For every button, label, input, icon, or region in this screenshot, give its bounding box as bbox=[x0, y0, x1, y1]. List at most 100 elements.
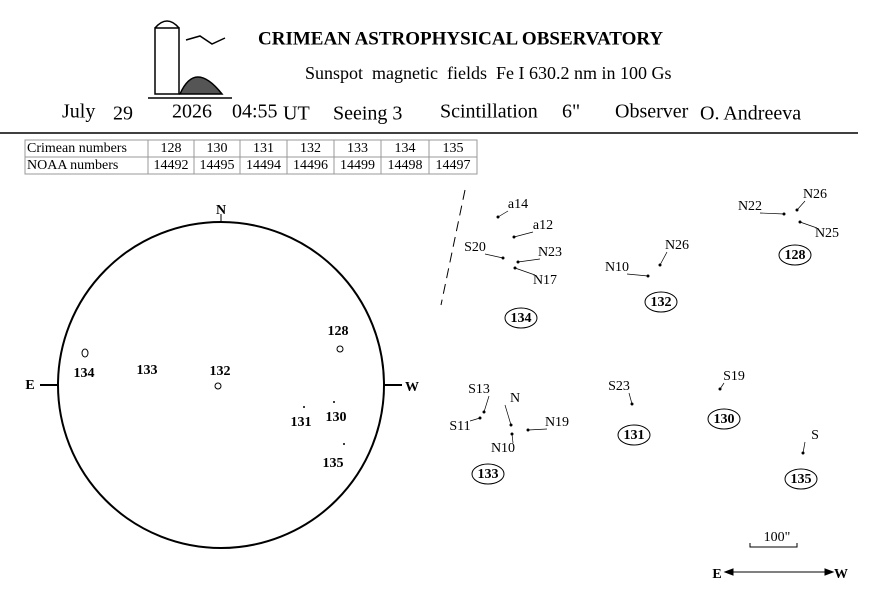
panels: 134 a14 a12 S20 N23 N17 132 N26 N10 128 N22 N26 N25 1… bbox=[449, 187, 839, 490]
observer: O. Andreeva bbox=[700, 103, 801, 125]
table-text: 132 bbox=[300, 141, 321, 156]
spot-label: N17 bbox=[533, 273, 557, 288]
spot-label: S19 bbox=[723, 369, 745, 384]
scintillation-label: Scintillation bbox=[440, 101, 538, 123]
spot bbox=[630, 402, 634, 406]
spot-label: S11 bbox=[449, 419, 470, 434]
table-text: 14495 bbox=[200, 158, 235, 173]
region-label: 128 bbox=[328, 324, 349, 339]
leader-line bbox=[527, 428, 548, 431]
region-label: 130 bbox=[326, 410, 347, 425]
leader-line bbox=[759, 212, 785, 215]
group-label: 133 bbox=[478, 467, 499, 482]
group-ring bbox=[778, 244, 812, 266]
spot-label: N19 bbox=[545, 415, 569, 430]
leader-line bbox=[517, 258, 541, 263]
leader-line bbox=[513, 231, 534, 238]
north-label: N bbox=[216, 203, 226, 218]
leader-line bbox=[469, 417, 481, 422]
time: 04:55 bbox=[232, 101, 278, 123]
spot bbox=[478, 416, 482, 420]
leader-line bbox=[484, 253, 504, 259]
table-text: 14499 bbox=[340, 158, 375, 173]
region-label: 133 bbox=[137, 363, 158, 378]
region-label: 135 bbox=[323, 456, 344, 471]
group-label: 131 bbox=[624, 428, 645, 443]
west-label: W bbox=[405, 380, 419, 395]
direction-arrow bbox=[723, 568, 835, 576]
leader-line bbox=[483, 395, 490, 413]
spot-label: S20 bbox=[464, 240, 486, 255]
table: Crimean numbers 128 130 131 132 133 134 135 NOAA… bbox=[24, 139, 478, 175]
info-line: July 29 2026 04:55 UT Seeing 3 Scintilla… bbox=[62, 101, 801, 125]
spot bbox=[482, 410, 486, 414]
group-label: 128 bbox=[785, 248, 806, 263]
leader-line bbox=[511, 433, 514, 444]
title: CRIMEAN ASTROPHYSICAL OBSERVATORY bbox=[258, 28, 663, 49]
limb-line bbox=[440, 189, 466, 306]
table-text: 128 bbox=[161, 141, 182, 156]
logo bbox=[148, 20, 232, 99]
leader-line bbox=[497, 210, 509, 218]
observer-label: Observer bbox=[615, 101, 689, 123]
day: 29 bbox=[113, 103, 133, 125]
spot bbox=[718, 387, 722, 391]
spot bbox=[496, 215, 500, 219]
region-label: 131 bbox=[291, 415, 312, 430]
group-label: 132 bbox=[651, 295, 672, 310]
group-label: 135 bbox=[791, 472, 812, 487]
leader-line bbox=[628, 392, 633, 405]
scale-west: W bbox=[834, 567, 848, 582]
spot bbox=[509, 423, 513, 427]
leader-line bbox=[802, 441, 806, 454]
group-label: 130 bbox=[714, 412, 735, 427]
scale-east: E bbox=[712, 567, 721, 582]
table-text: 134 bbox=[395, 141, 416, 156]
spot-label: N bbox=[510, 391, 520, 406]
leader-line bbox=[659, 251, 668, 266]
spot-label: S13 bbox=[468, 382, 490, 397]
spot bbox=[501, 256, 505, 260]
leader-line bbox=[504, 404, 512, 426]
spot bbox=[510, 432, 514, 436]
spot bbox=[795, 208, 799, 212]
spot bbox=[801, 451, 805, 455]
disk: N E W 134 133 132 128 131 130 135 bbox=[25, 203, 419, 549]
table-text: 14496 bbox=[293, 158, 328, 173]
spot-label: N10 bbox=[605, 260, 629, 275]
spot bbox=[782, 212, 786, 216]
spot-label: S bbox=[811, 428, 819, 443]
east-label: E bbox=[25, 378, 34, 393]
spot-label: a12 bbox=[533, 218, 553, 233]
leader-line bbox=[799, 221, 818, 229]
group-label: 134 bbox=[511, 311, 532, 326]
group-ring bbox=[707, 408, 741, 430]
table-text: 131 bbox=[253, 141, 274, 156]
spot bbox=[512, 235, 516, 239]
spot-label: a14 bbox=[508, 197, 528, 212]
group-ring bbox=[644, 291, 678, 313]
table-cell bbox=[428, 156, 478, 175]
subtitle: Sunspot magnetic fields Fe I 630.2 nm in… bbox=[305, 63, 671, 83]
table-text: NOAA numbers bbox=[27, 158, 118, 173]
group-ring bbox=[784, 468, 818, 490]
group-ring bbox=[504, 307, 538, 329]
spot bbox=[798, 220, 802, 224]
spot-label: N22 bbox=[738, 199, 762, 214]
leader-line bbox=[796, 200, 806, 211]
spot-label: N10 bbox=[491, 441, 515, 456]
month: July bbox=[62, 101, 95, 123]
spot-label: S23 bbox=[608, 379, 630, 394]
leader-line bbox=[514, 267, 536, 276]
spot bbox=[516, 260, 520, 264]
table-text: 14492 bbox=[154, 158, 189, 173]
spot-label: N23 bbox=[538, 245, 562, 260]
region-label: 132 bbox=[210, 364, 231, 379]
table-text: 133 bbox=[347, 141, 368, 156]
table-text: 14497 bbox=[436, 158, 471, 173]
spot bbox=[658, 263, 662, 267]
table-text: 14498 bbox=[388, 158, 423, 173]
table-text: 135 bbox=[443, 141, 464, 156]
spot-label: N25 bbox=[815, 226, 839, 241]
